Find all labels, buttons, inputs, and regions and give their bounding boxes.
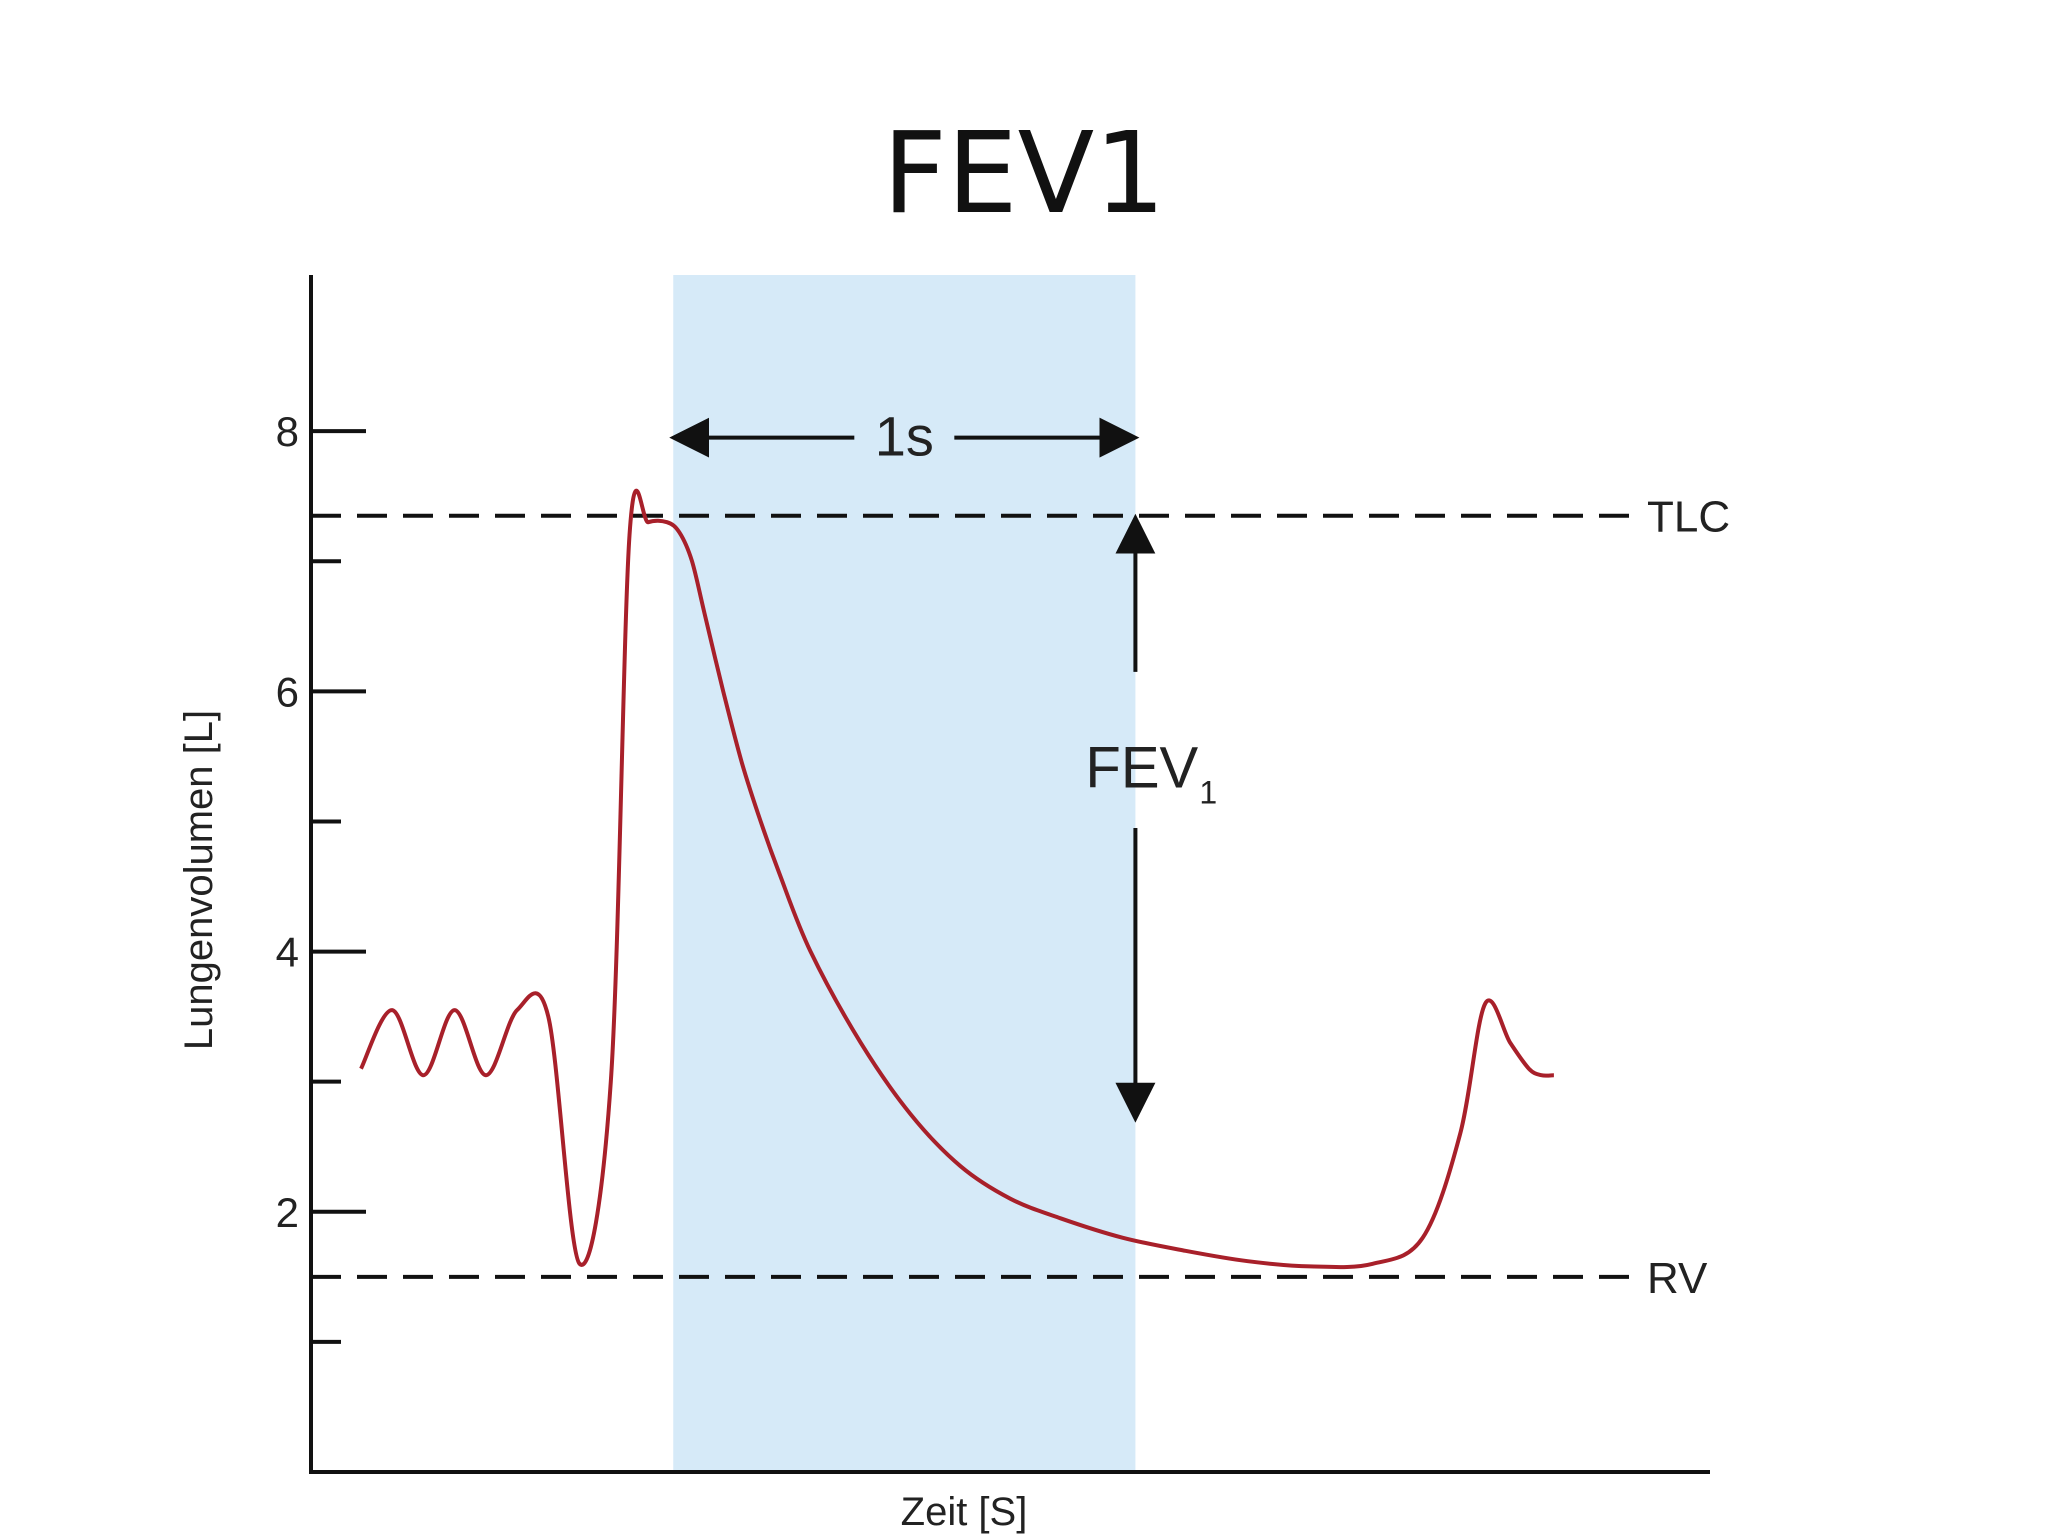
- volume-curve: [359, 488, 1554, 1270]
- x-axis-label: Zeit [S]: [901, 1490, 1028, 1534]
- y-tick-label: 4: [276, 929, 299, 976]
- reference-label-tlc: TLC: [1647, 493, 1730, 542]
- slide-title: FEV1: [882, 109, 1166, 239]
- y-tick-label: 8: [276, 408, 299, 455]
- y-tick-label: 2: [276, 1189, 299, 1236]
- highlight-band: [673, 275, 1136, 1472]
- y-tick-label: 6: [276, 668, 299, 715]
- y-axis-label: Lungenvolumen [L]: [177, 710, 221, 1050]
- reference-label-rv: RV: [1647, 1254, 1708, 1303]
- fev-subscript: 1: [1199, 774, 1217, 810]
- interval-label: 1s: [875, 405, 934, 468]
- fev-label: FEV: [1085, 735, 1198, 800]
